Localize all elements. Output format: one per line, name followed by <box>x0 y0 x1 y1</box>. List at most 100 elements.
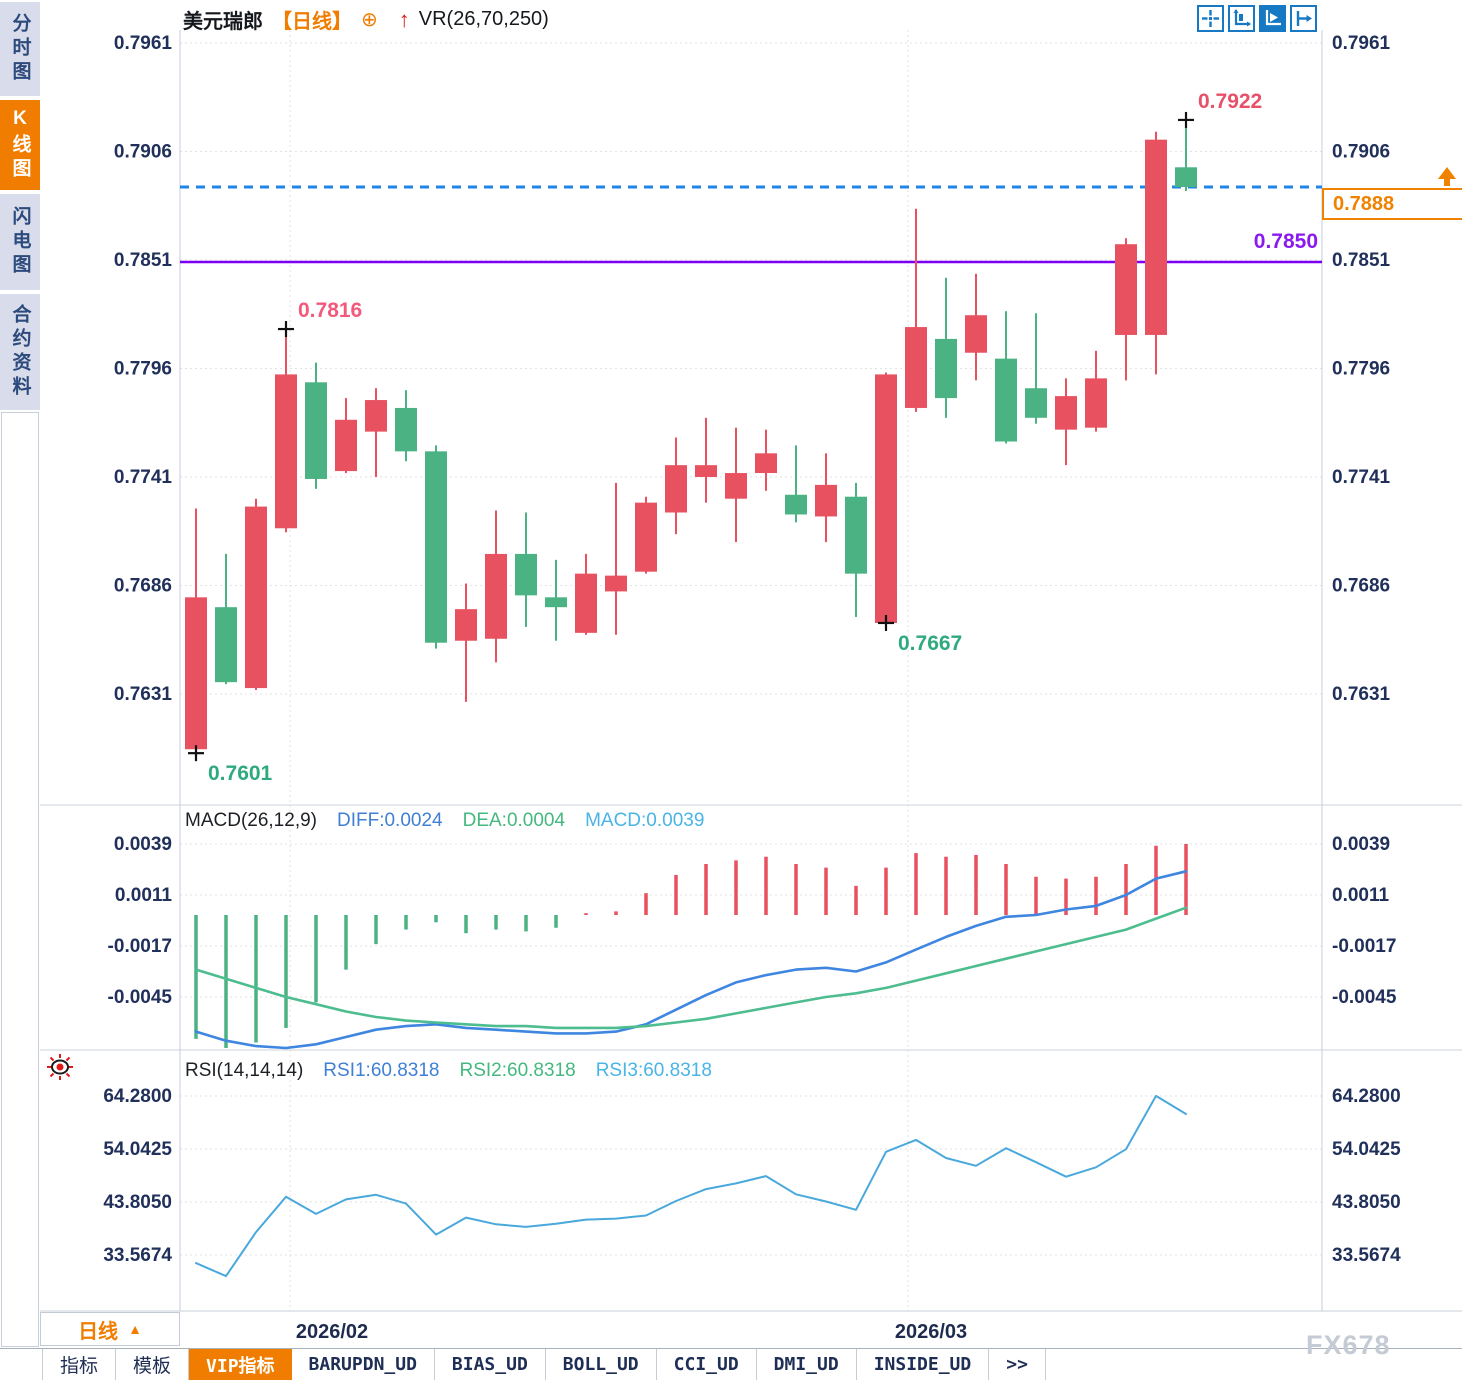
sidebar-tab-flash-chart[interactable]: 闪电图 <box>0 194 40 290</box>
axis-label: 33.5674 <box>1332 1245 1401 1266</box>
sidebar: 分时图 K线图 闪电图 合约资料 <box>0 0 40 1380</box>
price-up-marker-icon <box>1438 167 1456 179</box>
fit-axis-icon[interactable] <box>1228 5 1255 32</box>
sidebar-tab-label: K线图 <box>9 108 31 182</box>
axis-label: 0.7851 <box>1332 250 1391 271</box>
watermark: FX678 <box>1306 1330 1391 1360</box>
macd-bar <box>1094 876 1098 915</box>
support-line-label[interactable]: 0.7850 <box>1253 230 1318 253</box>
bottom-tab-9[interactable]: >> <box>989 1349 1046 1380</box>
sidebar-tab-label: 闪电图 <box>9 206 31 278</box>
rsi-layer <box>195 1094 1187 1278</box>
candle <box>395 407 417 452</box>
bottom-tab-2[interactable]: VIP指标 <box>189 1349 292 1380</box>
axis-label: 43.8050 <box>103 1192 172 1213</box>
axis-label: 0.7851 <box>114 250 173 271</box>
indicator-tabs: 指标 模板 VIP指标 BARUPDN_UD BIAS_UD BOLL_UD CCI_UD D… <box>43 1349 1046 1380</box>
indicator-label[interactable]: VR(26,70,250) <box>418 8 549 30</box>
annotations-layer: 0.7816 0.7601 0.7667 0.7922 <box>188 90 1262 785</box>
rsi2-value: RSI2:60.8318 <box>459 1060 576 1081</box>
sidebar-tab-label: 分时图 <box>9 13 31 85</box>
macd-bar <box>974 854 978 915</box>
candle <box>515 553 537 596</box>
candle <box>635 502 657 572</box>
macd-bar <box>434 915 438 923</box>
axis-label: -0.0045 <box>108 987 173 1008</box>
macd-bar <box>614 911 618 915</box>
axis-label: 64.2800 <box>103 1086 172 1107</box>
current-price-box: 0.7888 <box>1322 188 1462 220</box>
price-up-marker-stem <box>1444 179 1450 186</box>
macd-macd-value: MACD:0.0039 <box>585 810 705 831</box>
axis-label: 0.7686 <box>114 575 172 596</box>
goto-latest-icon[interactable] <box>1290 5 1317 32</box>
macd-bar <box>884 867 888 915</box>
macd-bar <box>794 864 798 915</box>
candle <box>185 597 207 750</box>
axis-label: 0.0039 <box>114 834 172 855</box>
bottom-tab-3[interactable]: BARUPDN_UD <box>292 1349 435 1380</box>
axis-label: 0.7631 <box>114 684 173 705</box>
price-annotation: 0.7601 <box>208 762 273 785</box>
sidebar-tab-contract-info[interactable]: 合约资料 <box>0 294 40 410</box>
candle <box>1025 388 1047 418</box>
candle <box>605 575 627 592</box>
sidebar-tab-kline-chart[interactable]: K线图 <box>0 100 40 190</box>
candle <box>965 315 987 353</box>
bottom-tab-5[interactable]: BOLL_UD <box>546 1349 657 1380</box>
bottom-tab-6[interactable]: CCI_UD <box>657 1349 757 1380</box>
macd-header: MACD(26,12,9) DIFF:0.0024 DEA:0.0004 MAC… <box>185 810 704 832</box>
chart-toolbar <box>1197 5 1317 32</box>
bottom-tab-bar: 指标 模板 VIP指标 BARUPDN_UD BIAS_UD BOLL_UD CCI_UD D… <box>0 1348 1462 1380</box>
macd-bar <box>284 915 288 1028</box>
candle <box>365 400 387 432</box>
macd-dea-value: DEA:0.0004 <box>462 810 566 831</box>
up-arrow-icon: ↑ <box>398 6 410 32</box>
period-selector[interactable]: 日线 ▲ <box>40 1312 180 1346</box>
macd-bar <box>704 864 708 915</box>
macd-bar <box>1034 876 1038 915</box>
bottom-tab-7[interactable]: DMI_UD <box>757 1349 857 1380</box>
macd-bar <box>1154 845 1158 915</box>
macd-bar <box>344 915 348 970</box>
price-annotation: 0.7922 <box>1198 90 1262 113</box>
macd-bar <box>494 915 498 930</box>
macd-title: MACD(26,12,9) <box>185 810 317 831</box>
candle <box>665 465 687 513</box>
macd-bar <box>254 915 258 1043</box>
crosshair-target-icon[interactable]: ⊕ <box>361 9 378 31</box>
macd-bar <box>914 853 918 915</box>
macd-bar <box>644 893 648 915</box>
macd-bar <box>584 913 588 915</box>
symbol-title: 美元瑞郎 <box>183 11 263 33</box>
axis-label: 0.0011 <box>1332 885 1389 906</box>
crosshair-pan-icon[interactable] <box>1197 5 1224 32</box>
candle <box>335 419 357 472</box>
axis-label: 0.7961 <box>1332 33 1391 54</box>
axis-label: 0.0039 <box>1332 834 1390 855</box>
candle <box>245 506 267 689</box>
axis-label: 54.0425 <box>103 1139 172 1160</box>
axis-label: -0.0017 <box>108 936 172 957</box>
macd-bar <box>854 885 858 915</box>
axis-label: 33.5674 <box>103 1245 172 1266</box>
bottom-tab-1[interactable]: 模板 <box>116 1349 190 1380</box>
macd-bar <box>374 915 378 945</box>
auto-scroll-latest-icon[interactable] <box>1259 5 1286 32</box>
candle <box>785 494 807 515</box>
macd-bar <box>1004 864 1008 915</box>
bottom-tab-0[interactable]: 指标 <box>43 1349 117 1380</box>
rsi1-value: RSI1:60.8318 <box>323 1060 440 1081</box>
bottom-tab-8[interactable]: INSIDE_UD <box>857 1349 990 1380</box>
bottom-bar-corner <box>0 1349 43 1380</box>
bottom-tab-4[interactable]: BIAS_UD <box>435 1349 546 1380</box>
macd-bar <box>824 867 828 915</box>
candles-layer[interactable] <box>185 119 1197 754</box>
sidebar-tab-time-chart[interactable]: 分时图 <box>0 2 40 96</box>
candle <box>215 607 237 683</box>
grid-layer <box>40 30 1462 1312</box>
macd-bar <box>404 915 408 930</box>
rsi-title: RSI(14,14,14) <box>185 1060 304 1081</box>
